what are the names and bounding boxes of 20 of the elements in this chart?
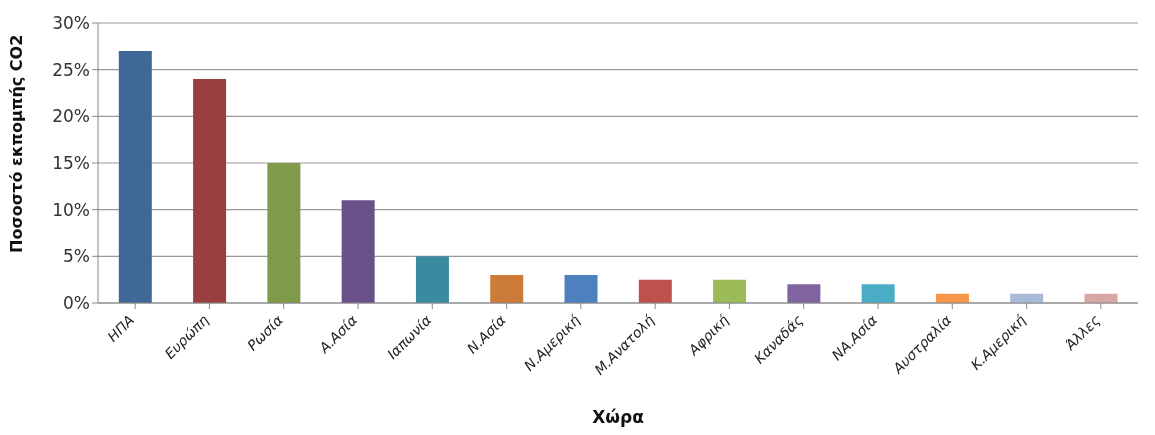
- y-tick-label: 10%: [52, 199, 90, 220]
- bar: [787, 284, 821, 303]
- bar: [713, 279, 747, 303]
- bar: [341, 200, 375, 303]
- x-axis-title: Χώρα: [592, 407, 644, 427]
- bar: [861, 284, 895, 303]
- y-tick-label: 5%: [63, 246, 90, 267]
- bar: [267, 163, 301, 303]
- y-axis-title: Ποσοστό εκπομπής CO2: [6, 34, 26, 253]
- bar: [118, 51, 152, 303]
- y-tick-label: 0%: [63, 293, 90, 314]
- bar: [415, 256, 449, 303]
- y-tick-label: 25%: [52, 59, 90, 80]
- y-tick-label: 15%: [52, 153, 90, 174]
- y-tick-label: 30%: [52, 13, 90, 34]
- bar: [638, 279, 672, 303]
- bar: [193, 79, 227, 303]
- bar: [564, 275, 598, 303]
- bar: [490, 275, 524, 303]
- y-tick-label: 20%: [52, 106, 90, 127]
